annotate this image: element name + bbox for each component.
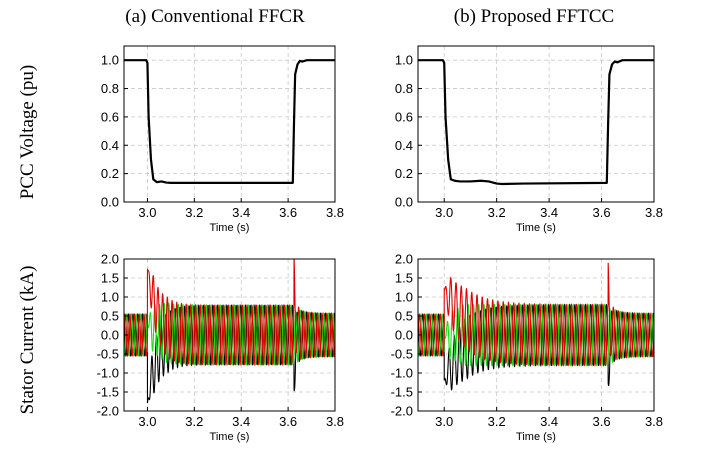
x-tick-label: 3.4 <box>540 414 558 429</box>
y-tick-label: -2.0 <box>97 404 119 419</box>
y-tick-label: -2.0 <box>391 404 413 419</box>
series-line-phase-a <box>124 259 335 367</box>
x-tick-label: 3.4 <box>540 205 558 220</box>
x-axis-title: Time (s) <box>516 431 556 443</box>
plot-area <box>124 259 335 404</box>
x-tick-label: 3.8 <box>326 205 344 220</box>
plot-area <box>418 59 654 186</box>
x-tick-label: 3.8 <box>326 414 344 429</box>
x-tick-label: 3.8 <box>645 205 663 220</box>
y-tick-label: 1.0 <box>395 290 413 305</box>
y-tick-label: 1.0 <box>101 290 119 305</box>
y-tick-label: 0.4 <box>101 138 119 153</box>
y-tick-label: 1.0 <box>395 53 413 68</box>
x-tick-label: 3.0 <box>435 205 453 220</box>
chart-panels: 3.0 3.2 3.4 3.6 3.8 0.0 0.2 0.4 0.6 0.8 1.0 Time (s… <box>97 45 663 444</box>
x-tick-label: 3.4 <box>232 414 250 429</box>
x-tick-label: 3.6 <box>593 205 611 220</box>
y-tick-label: 1.5 <box>101 271 119 286</box>
y-tick-label: 0.4 <box>395 138 413 153</box>
series-line-phase-a <box>418 262 654 367</box>
y-tick-label: 1.5 <box>395 271 413 286</box>
x-tick-label: 3.2 <box>488 205 506 220</box>
panel-voltage-b: 3.0 3.2 3.4 3.6 3.8 0.0 0.2 0.4 0.6 0.8 1.0 Time (s… <box>395 45 663 234</box>
y-tick-label: 0.8 <box>101 81 119 96</box>
panel-current-a: 3.0 3.2 3.4 3.6 3.8 -2.0 -1.5 -1.0 -0.5 0.0 0.5 1.0… <box>97 252 344 444</box>
series-line-phase-c <box>418 303 654 391</box>
y-tick-label: 0.0 <box>395 195 413 210</box>
x-tick-label: 3.8 <box>645 414 663 429</box>
x-axis-title: Time (s) <box>210 431 250 443</box>
y-tick-label: -0.5 <box>391 347 413 362</box>
y-tick-label: 0.6 <box>101 109 119 124</box>
x-axis-title: Time (s) <box>210 222 250 234</box>
x-tick-label: 3.0 <box>435 414 453 429</box>
y-tick-label: 0.2 <box>101 166 119 181</box>
plot-frame <box>417 45 655 203</box>
x-axis-title: Time (s) <box>516 222 556 234</box>
y-tick-label: -0.5 <box>97 347 119 362</box>
x-tick-label: 3.0 <box>138 414 156 429</box>
y-tick-label: 0.8 <box>395 81 413 96</box>
x-tick-label: 3.0 <box>138 205 156 220</box>
y-tick-label: 2.0 <box>395 252 413 267</box>
y-tick-label: -1.5 <box>391 385 413 400</box>
y-tick-label: 2.0 <box>101 252 119 267</box>
series-line-voltage <box>418 59 654 186</box>
y-tick-label: 0.0 <box>101 195 119 210</box>
y-tick-label: 0.0 <box>101 328 119 343</box>
x-tick-label: 3.2 <box>185 414 203 429</box>
x-tick-label: 3.6 <box>279 205 297 220</box>
panel-voltage-a: 3.0 3.2 3.4 3.6 3.8 0.0 0.2 0.4 0.6 0.8 1.0 Time (s… <box>101 45 344 234</box>
plot-area <box>124 59 335 184</box>
plot-area <box>418 262 654 391</box>
x-tick-label: 3.6 <box>279 414 297 429</box>
y-tick-label: 0.6 <box>395 109 413 124</box>
y-tick-label: -1.5 <box>97 385 119 400</box>
column-title-b: (b) Proposed FFTCC <box>454 6 614 27</box>
column-title-a: (a) Conventional FFCR <box>125 6 305 27</box>
y-tick-label: -1.0 <box>97 366 119 381</box>
plot-frame <box>123 45 336 203</box>
row-label-voltage: PCC Voltage (pu) <box>17 65 38 199</box>
series-line-voltage <box>124 59 335 184</box>
x-tick-label: 3.2 <box>488 414 506 429</box>
panel-current-b: 3.0 3.2 3.4 3.6 3.8 -2.0 -1.5 -1.0 -0.5 0.0 0.5 1.0… <box>391 252 663 444</box>
y-tick-label: 0.0 <box>395 328 413 343</box>
y-tick-label: 0.5 <box>395 309 413 324</box>
y-tick-label: -1.0 <box>391 366 413 381</box>
row-label-current: Stator Current (kA) <box>17 266 38 415</box>
y-tick-label: 0.2 <box>395 166 413 181</box>
y-tick-label: 1.0 <box>101 53 119 68</box>
y-tick-label: 0.5 <box>101 309 119 324</box>
x-tick-label: 3.2 <box>185 205 203 220</box>
x-tick-label: 3.4 <box>232 205 250 220</box>
series-line-phase-c <box>124 303 335 404</box>
x-tick-label: 3.6 <box>593 414 611 429</box>
